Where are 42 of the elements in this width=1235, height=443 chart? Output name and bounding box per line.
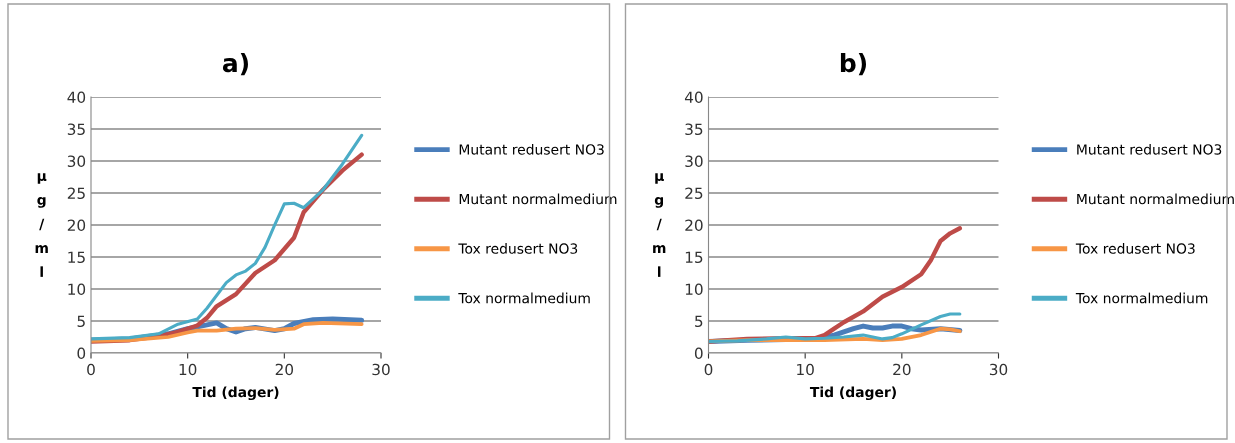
y-tick-label: 5	[695, 315, 703, 328]
x-tick-label: 0	[87, 363, 95, 376]
y-tick-label: 35	[67, 123, 85, 136]
y-tick-label: 40	[67, 91, 86, 104]
line-series	[91, 321, 364, 343]
legend-label: Tox redusert NO3	[458, 243, 578, 254]
y-tick-label: 30	[67, 155, 86, 168]
y-tick-label: 40	[684, 91, 703, 104]
y-tick-label: 20	[67, 219, 86, 232]
y-tick-label: 30	[685, 155, 703, 168]
x-tick-label: 20	[275, 363, 294, 376]
legend-label: Tox normalmedium	[1075, 292, 1208, 304]
y-tick-label: 0	[694, 347, 703, 360]
x-tick-label: 20	[893, 363, 911, 376]
legend-label: Tox redusert NO3	[1075, 243, 1195, 254]
y-axis-title: µg/ml	[653, 173, 666, 277]
y-tick-label: 10	[68, 283, 86, 296]
x-tick-label: 30	[989, 363, 1008, 376]
x-tick-label: 30	[372, 363, 390, 376]
legend-label: Tox normalmedium	[458, 292, 590, 304]
legend-label: Mutant redusert NO3	[459, 143, 604, 155]
x-tick-label: 10	[797, 363, 814, 376]
line-series	[708, 312, 962, 344]
chart-title: b)	[840, 53, 867, 76]
x-tick-label: 0	[704, 363, 713, 376]
y-tick-label: 15	[685, 251, 703, 264]
legend-label: Mutant normalmedium	[459, 193, 617, 205]
y-tick-label: 15	[68, 251, 85, 264]
x-axis-title: Tid (dager)	[809, 386, 896, 401]
y-tick-label: 35	[685, 123, 703, 136]
legend-label: Mutant normalmedium	[1077, 193, 1234, 205]
y-tick-label: 25	[67, 187, 85, 200]
y-tick-label: 20	[685, 219, 703, 232]
x-tick-label: 10	[179, 363, 197, 376]
y-tick-label: 25	[685, 187, 703, 200]
y-tick-label: 5	[77, 315, 85, 328]
y-tick-label: 0	[77, 347, 86, 360]
x-axis-title: Tid (dager)	[192, 386, 279, 401]
chart-title: a)	[222, 53, 248, 76]
legend-label: Mutant redusert NO3	[1077, 143, 1222, 155]
y-tick-label: 10	[685, 283, 703, 296]
y-axis-title: µg/ml	[35, 173, 48, 277]
